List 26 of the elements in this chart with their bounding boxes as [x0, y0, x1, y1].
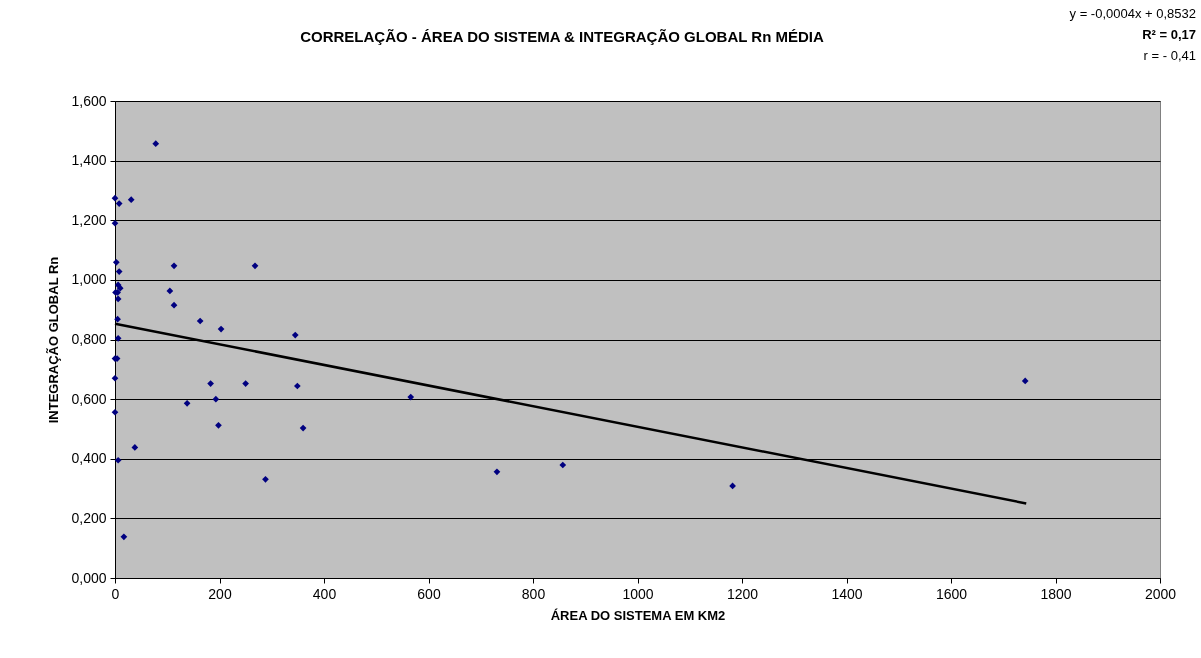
- y-axis-title: INTEGRAÇÃO GLOBAL Rn: [46, 256, 62, 424]
- x-tick-label: 400: [312, 585, 337, 602]
- x-tick-label: 200: [208, 585, 232, 602]
- text: y = -0,0004x + 0,8532: [1069, 6, 1196, 21]
- y-tick-label: 1,000: [71, 271, 107, 288]
- y-tick-label: 1,600: [71, 92, 107, 109]
- x-tick-label: 1000: [622, 585, 654, 602]
- text: r = - 0,41: [1143, 48, 1196, 63]
- y-tick-label: 1,400: [71, 152, 107, 169]
- y-tick-label: 0,800: [71, 331, 107, 347]
- chart-title: CORRELAÇÃO - ÁREA DO SISTEMA & INTEGRAÇÃO GLOBAL Rn MÉDIA: [300, 28, 824, 45]
- y-tick-label: 0,000: [71, 569, 107, 586]
- y-tick-label: 0,200: [71, 509, 107, 526]
- y-tick-label: 1,200: [71, 211, 107, 228]
- y-tick-label: 0,400: [71, 450, 107, 467]
- x-tick-label: 1200: [726, 585, 759, 602]
- y-tick-label: 0,600: [71, 390, 107, 407]
- x-tick-label: 1800: [1040, 585, 1072, 602]
- x-tick-label: 1600: [935, 585, 968, 602]
- x-tick-label: 1400: [831, 585, 863, 602]
- x-axis-title: ÁREA DO SISTEMA EM KM2: [550, 607, 726, 623]
- text: R² = 0,17: [1142, 27, 1196, 42]
- x-tick-label: 2000: [1144, 585, 1177, 602]
- x-tick-label: 600: [417, 585, 441, 602]
- x-tick-label: 0: [111, 585, 120, 602]
- x-tick-label: 800: [521, 585, 546, 602]
